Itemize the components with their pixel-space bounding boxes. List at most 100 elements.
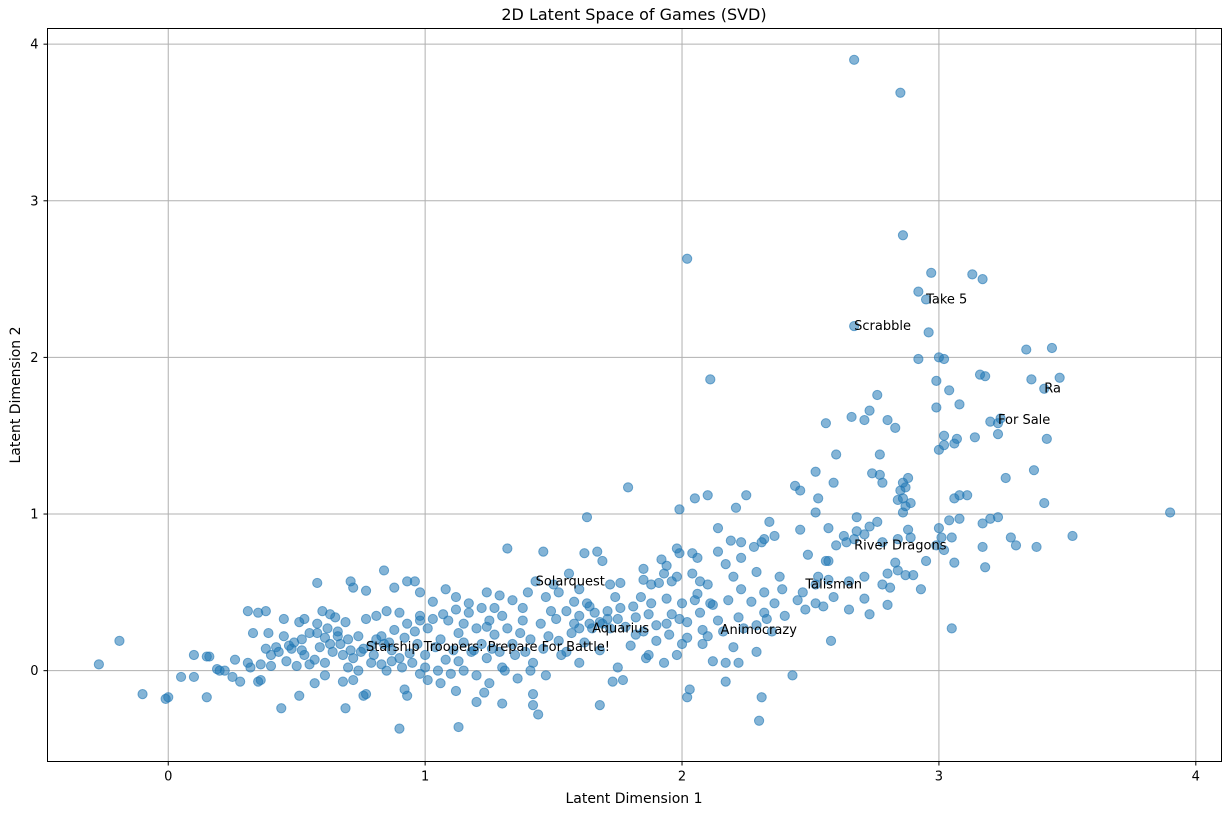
data-point <box>705 598 716 609</box>
data-point <box>646 598 657 609</box>
data-point <box>818 601 829 612</box>
annotation-layer: Take 5 Scrabble Ra For Sale River Dragons Sol… <box>366 292 1061 655</box>
data-point <box>736 584 747 595</box>
data-point <box>954 399 965 410</box>
data-point <box>458 665 469 676</box>
data-point <box>800 604 811 615</box>
points-layer <box>93 54 1176 734</box>
data-point <box>509 649 521 661</box>
data-point <box>507 595 518 606</box>
data-point <box>905 532 916 543</box>
data-point <box>402 690 413 701</box>
data-point <box>489 629 500 640</box>
data-point <box>733 612 744 623</box>
data-point <box>330 612 341 623</box>
data-point <box>276 703 287 714</box>
data-point <box>420 649 431 661</box>
data-point <box>332 631 343 642</box>
data-point <box>507 638 518 650</box>
data-point <box>694 607 706 618</box>
data-point <box>386 656 397 667</box>
data-point <box>604 623 616 634</box>
data-point <box>468 645 480 656</box>
x-axis-label: Latent Dimension 1 <box>565 791 702 807</box>
data-point <box>712 523 724 534</box>
data-point <box>360 585 372 596</box>
data-point <box>574 623 585 634</box>
data-point <box>414 587 426 598</box>
data-point <box>658 657 670 668</box>
data-point <box>920 294 932 305</box>
data-point <box>340 703 351 714</box>
data-point <box>967 269 978 280</box>
data-point <box>923 327 934 338</box>
data-point <box>969 432 980 443</box>
data-point <box>312 627 323 639</box>
data-point <box>671 571 682 582</box>
data-point <box>1041 433 1052 444</box>
data-point <box>661 593 672 604</box>
point-annotation: Ra <box>1044 382 1061 397</box>
data-point <box>574 657 585 668</box>
data-point <box>448 645 459 656</box>
data-point <box>435 678 446 689</box>
data-point <box>229 654 241 665</box>
data-point <box>348 674 359 686</box>
point-annotation: Talisman <box>804 578 862 593</box>
data-point <box>1028 465 1040 476</box>
data-point <box>342 634 354 645</box>
data-point <box>353 665 364 676</box>
data-point <box>201 651 212 662</box>
data-point <box>360 613 372 625</box>
data-point <box>471 670 482 681</box>
data-point <box>366 657 377 668</box>
data-point <box>594 617 605 628</box>
data-point <box>736 537 747 548</box>
data-point <box>720 676 731 687</box>
data-point <box>851 512 862 523</box>
data-point <box>265 660 277 672</box>
data-point <box>779 610 790 621</box>
data-point <box>674 548 685 559</box>
data-point <box>738 623 749 634</box>
data-point <box>581 512 593 523</box>
data-point <box>432 665 444 676</box>
data-point <box>414 615 426 626</box>
data-point <box>476 602 487 614</box>
data-point <box>977 518 988 529</box>
data-point <box>702 579 713 590</box>
data-point <box>381 606 392 617</box>
data-point <box>725 535 736 546</box>
data-point <box>810 579 821 590</box>
data-point <box>319 670 331 681</box>
data-point <box>304 659 315 670</box>
data-point <box>260 606 271 617</box>
data-point <box>396 662 408 673</box>
data-point <box>438 609 449 620</box>
data-point <box>538 643 549 654</box>
data-point <box>774 571 785 582</box>
data-point <box>1026 374 1037 385</box>
data-point <box>574 610 585 621</box>
data-point <box>908 570 919 581</box>
data-point <box>741 490 752 501</box>
data-point <box>1021 344 1032 355</box>
point-annotation: Scrabble <box>854 319 911 334</box>
data-point <box>823 574 834 585</box>
data-point <box>635 591 647 603</box>
data-point <box>882 599 893 610</box>
data-point <box>93 659 104 670</box>
data-point <box>977 273 988 285</box>
data-point <box>499 665 510 676</box>
data-point <box>294 690 305 701</box>
data-point <box>227 671 238 683</box>
data-point <box>312 618 323 629</box>
data-point <box>730 502 742 513</box>
data-point <box>430 642 441 653</box>
data-point <box>733 657 744 668</box>
data-point <box>319 632 331 643</box>
data-point <box>877 477 888 488</box>
data-point <box>453 721 464 733</box>
data-point <box>764 516 775 527</box>
